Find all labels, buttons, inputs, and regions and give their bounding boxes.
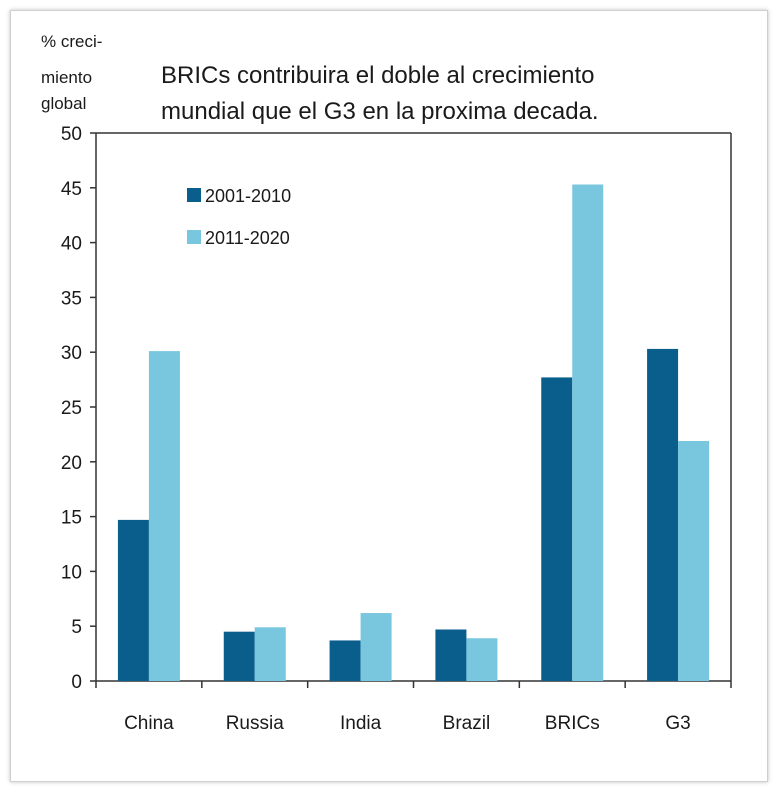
y-tick-label: 0 (71, 672, 82, 693)
y-axis-title-line-1: % creci- (41, 32, 102, 51)
legend-label: 2011-2020 (205, 228, 290, 248)
chart-title-line-1: BRICs contribuira el doble al crecimient… (161, 62, 595, 89)
y-tick-label: 45 (61, 179, 82, 200)
bar-brics-2001-2010 (541, 377, 573, 681)
y-tick-label: 30 (61, 343, 82, 364)
y-tick-label: 35 (61, 288, 82, 309)
x-tick-label: G3 (665, 713, 690, 734)
bar-g3-2001-2010 (647, 348, 679, 681)
legend-swatch (187, 188, 201, 202)
y-tick-label: 25 (61, 398, 82, 419)
y-tick-label: 10 (61, 562, 82, 583)
x-tick-label: Russia (226, 713, 285, 734)
y-tick-label: 40 (61, 234, 82, 255)
bar-chart: % creci- miento global BRICs contribuira… (41, 32, 732, 734)
legend-label: 2001-2010 (205, 186, 291, 206)
bar-brazil-2001-2010 (435, 629, 467, 681)
bars (117, 184, 710, 681)
bar-russia-2001-2010 (223, 631, 255, 681)
bar-russia-2011-2020 (254, 627, 286, 681)
bar-china-2001-2010 (117, 519, 149, 681)
x-tick-label: China (124, 713, 174, 734)
chart-frame: % creci- miento global BRICs contribuira… (10, 10, 768, 782)
legend: 2001-2010 2011-2020 (187, 186, 291, 248)
y-tick-label: 15 (61, 508, 82, 529)
bar-g3-2011-2020 (678, 440, 710, 681)
bar-india-2001-2010 (329, 640, 361, 681)
axes: 0 5 10 15 20 25 30 35 40 45 50 China Russia India Braz… (61, 124, 732, 734)
bar-india-2011-2020 (360, 613, 392, 681)
chart-title: BRICs contribuira el doble al crecimient… (161, 62, 599, 125)
y-axis-title-line-3: global (41, 94, 86, 113)
y-tick-label: 5 (71, 617, 82, 638)
x-tick-label: India (340, 713, 382, 734)
x-tick-label: Brazil (443, 713, 491, 734)
y-tick-label: 50 (61, 124, 82, 145)
bar-brics-2011-2020 (572, 184, 604, 681)
bar-brazil-2011-2020 (466, 638, 498, 681)
bar-china-2011-2020 (148, 351, 180, 681)
y-tick-label: 20 (61, 453, 82, 474)
chart-title-line-2: mundial que el G3 en la proxima decada. (161, 98, 599, 125)
legend-swatch (187, 230, 201, 244)
y-axis-title: % creci- miento global (41, 32, 102, 113)
y-axis-title-line-2: miento (41, 68, 92, 87)
x-tick-label: BRICs (545, 713, 600, 734)
